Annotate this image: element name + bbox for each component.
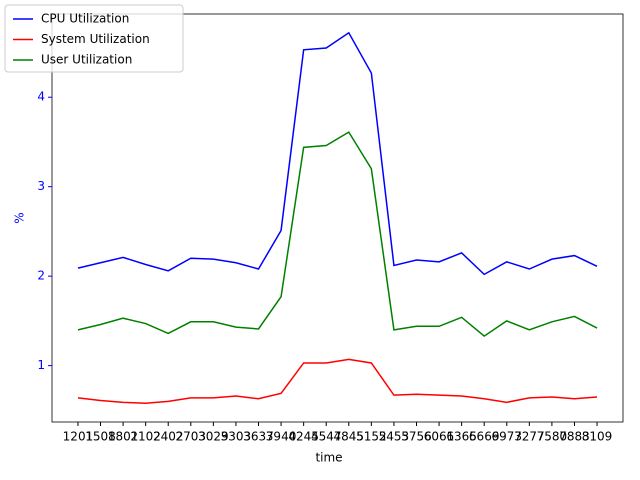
legend-box: [4, 4, 184, 73]
legend-label: CPU Utilization: [41, 12, 129, 26]
line-series: [77, 31, 598, 276]
x-tick-label: 6365: [446, 430, 477, 444]
line-series: [77, 358, 598, 404]
x-tick-label: 7883: [559, 430, 590, 444]
x-tick-label: 7580: [537, 430, 568, 444]
x-tick-label: 4547: [311, 430, 342, 444]
x-tick-label: 1508: [85, 430, 116, 444]
x-tick-label: 3303: [221, 430, 252, 444]
axes-frame: [51, 13, 624, 423]
x-tick-label: 3637: [243, 430, 274, 444]
line-series: [77, 131, 598, 338]
x-tick-label: 6973: [491, 430, 522, 444]
x-tick-label: 1201: [63, 430, 94, 444]
x-tick-label: 6669: [469, 430, 500, 444]
x-tick-label: 3940: [266, 430, 297, 444]
x-tick-label: 5152: [356, 430, 387, 444]
x-axis-label: time: [315, 451, 342, 465]
x-tick-label: 2102: [130, 430, 161, 444]
x-tick-label: 8109: [582, 430, 613, 444]
x-tick-label: 2402: [153, 430, 184, 444]
x-tick-label: 7277: [514, 430, 545, 444]
x-tick-label: 2703: [176, 430, 207, 444]
x-tick-label: 3029: [198, 430, 229, 444]
x-tick-label: 4845: [334, 430, 365, 444]
y-tick-label: 3: [37, 179, 45, 193]
legend-label: User Utilization: [41, 53, 132, 67]
legend-label: System Utilization: [41, 32, 150, 46]
y-tick-label: 4: [37, 90, 45, 104]
x-tick-label: 6061: [424, 430, 455, 444]
y-axis-label: %: [13, 212, 27, 223]
x-tick-label: 1801: [108, 430, 139, 444]
y-tick-label: 1: [37, 358, 45, 372]
x-tick-label: 5453: [379, 430, 410, 444]
x-tick-label: 4245: [288, 430, 319, 444]
x-tick-label: 5756: [401, 430, 432, 444]
y-tick-label: 2: [37, 269, 45, 283]
